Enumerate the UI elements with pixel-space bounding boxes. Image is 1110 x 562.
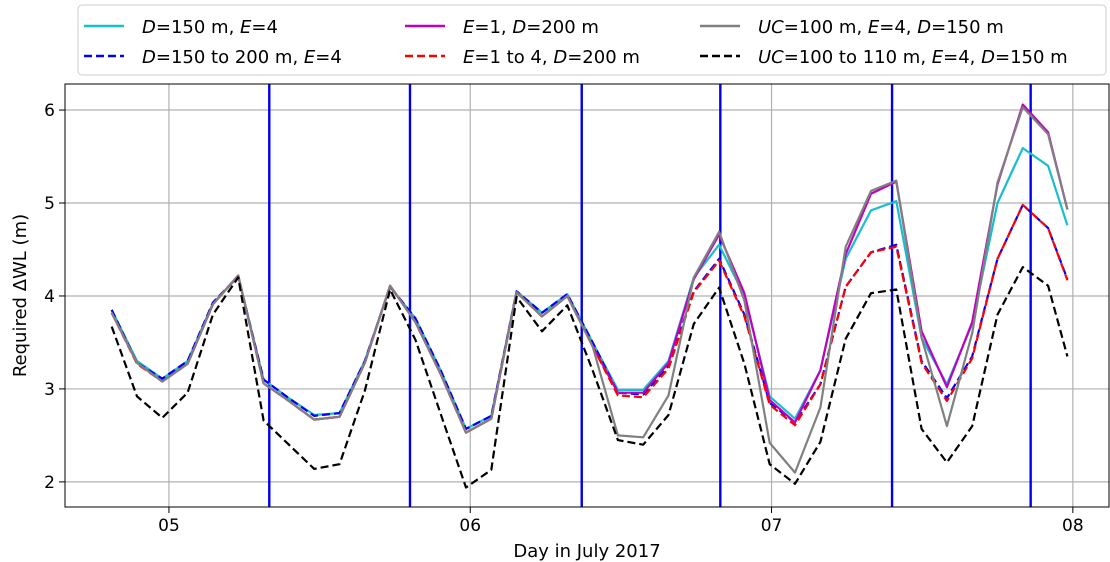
grid [65, 84, 1109, 507]
series-lines [110, 103, 1069, 489]
legend-box [77, 4, 1107, 76]
series-line-5 [110, 106, 1069, 474]
series-line-2 [110, 203, 1069, 430]
event-lines [268, 84, 1032, 507]
series-line-1 [110, 147, 1069, 430]
axis-ticks: 05 06 07 08 2 3 4 5 6 [44, 101, 1083, 536]
x-tick-label: 05 [158, 516, 180, 536]
x-tick-label: 07 [761, 516, 783, 536]
legend-label-1: D=150 m, E=4 [142, 17, 278, 38]
legend: D=150 m, E=4 D=150 to 200 m, E=4 E=1, D=20… [77, 4, 1107, 76]
y-tick-label: 6 [44, 101, 55, 121]
series-line-6 [110, 266, 1069, 489]
y-tick-label: 4 [44, 287, 55, 307]
legend-label-2: D=150 to 200 m, E=4 [142, 47, 342, 68]
y-tick-label: 2 [44, 473, 55, 493]
x-axis-label: Day in July 2017 [513, 541, 660, 562]
x-tick-label: 08 [1062, 516, 1084, 536]
legend-label-5: UC=100 m, E=4, D=150 m [758, 17, 1004, 38]
y-axis-label: Required ΔWL (m) [10, 214, 31, 377]
y-tick-label: 3 [44, 380, 55, 400]
legend-label-4: E=1 to 4, D=200 m [463, 47, 640, 68]
series-line-4 [110, 203, 1069, 434]
series-line-3 [110, 103, 1069, 434]
x-tick-label: 06 [459, 516, 481, 536]
legend-label-6: UC=100 to 110 m, E=4, D=150 m [758, 47, 1068, 68]
legend-label-3: E=1, D=200 m [463, 17, 599, 38]
y-tick-label: 5 [44, 194, 55, 214]
